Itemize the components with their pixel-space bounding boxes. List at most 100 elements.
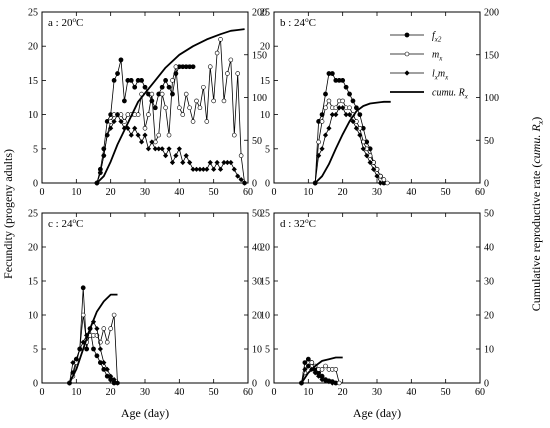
legend-label-fx2: fx2 xyxy=(432,31,442,44)
data-point-lxmx xyxy=(108,373,114,379)
y-tick-label: 15 xyxy=(28,277,38,288)
legend-marker-fx2 xyxy=(404,32,410,38)
data-point-lxmx xyxy=(367,159,373,166)
data-point-fx2 xyxy=(128,78,134,83)
x-tick-label: 10 xyxy=(303,387,313,398)
data-point-lxmx xyxy=(360,146,366,152)
data-point-mx xyxy=(309,360,315,365)
y-tick-label: 0 xyxy=(265,379,270,390)
data-point-lxmx xyxy=(211,166,217,172)
data-point-lxmx xyxy=(238,176,244,183)
data-point-mx xyxy=(319,367,325,372)
data-point-mx xyxy=(207,64,213,70)
data-point-mx xyxy=(326,98,332,104)
x-tick-label: 30 xyxy=(140,187,150,198)
series-line-cumu-rx xyxy=(300,356,343,384)
data-point-mx xyxy=(231,132,237,138)
data-point-mx xyxy=(170,78,175,83)
data-point-mx xyxy=(316,139,321,145)
series-cumu-rx xyxy=(68,293,118,384)
panel-label: c : 24oC xyxy=(48,217,83,230)
series-line-mx xyxy=(314,100,388,184)
data-point-lxmx xyxy=(101,360,107,366)
x-tick-label: 60 xyxy=(243,187,253,198)
data-point-lxmx xyxy=(322,378,329,384)
data-point-lxmx xyxy=(319,146,325,152)
data-point-lxmx xyxy=(111,377,117,383)
y-right-tick-label: 30 xyxy=(484,277,494,288)
data-point-fx2 xyxy=(111,78,117,83)
data-point-fx2 xyxy=(139,78,144,83)
data-point-lxmx xyxy=(329,380,335,386)
data-point-mx xyxy=(347,105,352,111)
legend-item-lxmx: lxmx xyxy=(390,69,449,82)
data-point-lxmx xyxy=(104,366,110,372)
x-tick-label: 60 xyxy=(475,187,485,198)
panel-label: a : 20oC xyxy=(48,16,83,29)
y-tick-label: 15 xyxy=(260,76,270,87)
data-point-lxmx xyxy=(329,112,335,118)
legend-label-mx: mx xyxy=(432,50,443,63)
data-point-fx2 xyxy=(163,78,168,83)
data-point-mx xyxy=(214,50,220,56)
data-point-lxmx xyxy=(163,153,169,159)
y-right-tick-label: 100 xyxy=(252,93,267,104)
data-point-fx2 xyxy=(166,84,172,90)
x-tick-label: 20 xyxy=(106,187,116,198)
series-line-cumu-rx xyxy=(314,100,391,184)
data-point-fx2 xyxy=(142,84,148,90)
y-tick-label: 20 xyxy=(260,243,270,254)
data-point-mx xyxy=(204,119,210,124)
data-point-mx xyxy=(225,71,230,76)
data-point-lxmx xyxy=(207,159,213,166)
data-point-lxmx xyxy=(346,112,353,118)
legend-item-cumu: cumu. Rx xyxy=(390,88,469,101)
data-point-lxmx xyxy=(114,380,121,386)
x-tick-label: 10 xyxy=(303,187,313,198)
x-tick-label: 20 xyxy=(338,187,348,198)
y-right-tick-label: 50 xyxy=(484,136,494,147)
data-point-mx xyxy=(101,326,107,331)
data-point-fx2 xyxy=(80,285,86,291)
data-point-lxmx xyxy=(156,146,162,152)
data-point-fx2 xyxy=(152,105,158,111)
y-right-tick-label: 30 xyxy=(252,277,262,288)
data-point-fx2 xyxy=(132,84,138,90)
y-tick-label: 20 xyxy=(28,243,38,254)
data-point-fx2 xyxy=(122,98,127,104)
data-point-mx xyxy=(135,112,141,117)
y-right-tick-label: 0 xyxy=(252,179,257,190)
y-axis-title-left: Fecundity (progeny adults) xyxy=(1,149,15,279)
series-line-cumu-rx xyxy=(96,28,245,184)
y-right-tick-label: 0 xyxy=(484,379,489,390)
data-point-lxmx xyxy=(241,180,248,186)
data-point-lxmx xyxy=(114,112,121,118)
y-right-tick-label: 40 xyxy=(484,243,494,254)
data-point-lxmx xyxy=(145,146,152,152)
y-tick-label: 15 xyxy=(260,277,270,288)
data-point-fx2 xyxy=(91,346,96,352)
data-point-fx2 xyxy=(84,346,90,352)
series-fx2 xyxy=(94,57,196,186)
x-tick-label: 30 xyxy=(372,387,382,398)
data-point-lxmx xyxy=(374,173,380,179)
y-right-tick-label: 150 xyxy=(252,50,267,61)
y-tick-label: 10 xyxy=(28,110,38,121)
data-point-lxmx xyxy=(166,146,172,152)
data-point-lxmx xyxy=(364,153,370,159)
y-tick-label: 25 xyxy=(260,209,270,220)
y-tick-label: 5 xyxy=(265,144,270,155)
data-point-mx xyxy=(384,180,390,186)
data-point-fx2 xyxy=(347,91,352,97)
x-tick-label: 0 xyxy=(40,387,45,398)
y-tick-label: 5 xyxy=(33,144,38,155)
legend: fx2 mx lxmx cumu. Rx xyxy=(390,31,469,101)
data-point-lxmx xyxy=(104,132,110,138)
data-point-mx xyxy=(187,105,192,111)
x-tick-label: 50 xyxy=(441,387,451,398)
data-point-lxmx xyxy=(200,166,206,172)
panel-c-frame xyxy=(41,212,249,384)
data-point-fx2 xyxy=(329,71,335,76)
data-point-lxmx xyxy=(94,326,100,332)
